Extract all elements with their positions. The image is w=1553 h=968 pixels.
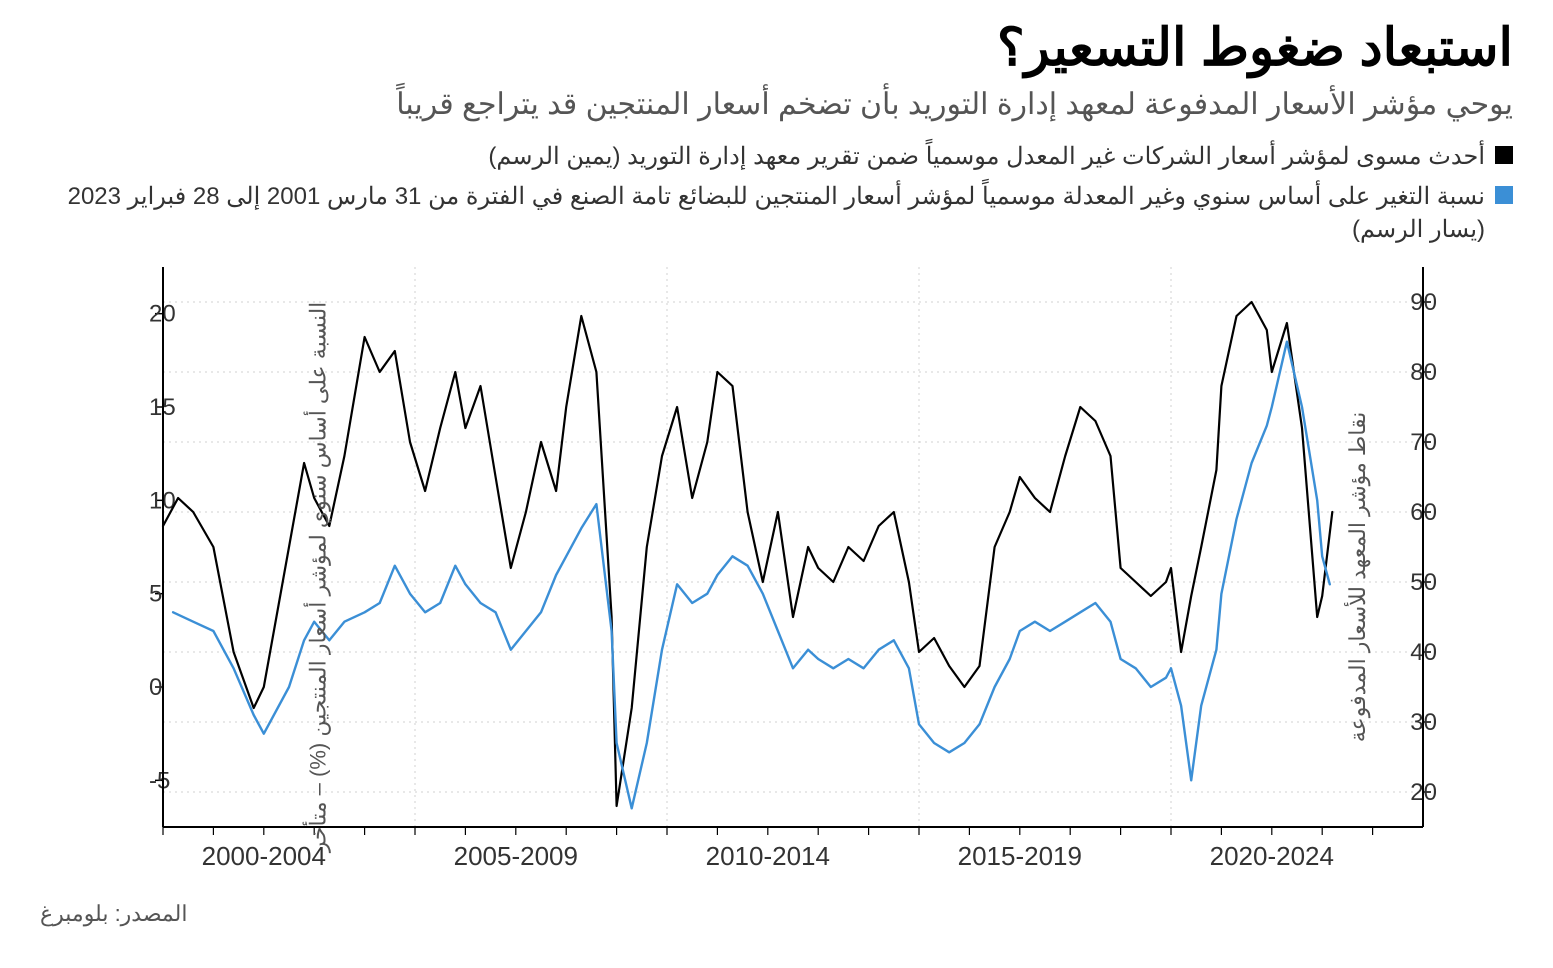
svg-text:2010-2014: 2010-2014 — [706, 841, 830, 871]
chart-title: استبعاد ضغوط التسعير؟ — [40, 20, 1513, 77]
svg-text:5: 5 — [149, 581, 162, 608]
svg-text:5-: 5- — [149, 767, 170, 794]
chart-subtitle: يوحي مؤشر الأسعار المدفوعة لمعهد إدارة ا… — [40, 85, 1513, 124]
svg-text:0: 0 — [149, 674, 162, 701]
legend-item-0: أحدث مسوى لمؤشر أسعار الشركات غير المعدل… — [40, 140, 1513, 174]
line-chart: 20304050607080905-051015202000-20042005-… — [73, 257, 1513, 897]
legend-text-0: أحدث مسوى لمؤشر أسعار الشركات غير المعدل… — [488, 140, 1485, 174]
legend-text-1: نسبة التغير على أساس سنوي وغير المعدلة م… — [40, 180, 1485, 247]
legend-item-1: نسبة التغير على أساس سنوي وغير المعدلة م… — [40, 180, 1513, 247]
y-axis-right-label: نقاط مؤشر المعهد للأسعار المدفوعة — [1345, 412, 1371, 742]
svg-text:2005-2009: 2005-2009 — [454, 841, 578, 871]
legend-swatch-1 — [1495, 186, 1513, 204]
chart-source: المصدر: بلومبرغ — [40, 901, 1513, 927]
chart-container: نقاط مؤشر المعهد للأسعار المدفوعة النسبة… — [73, 257, 1513, 897]
svg-text:2020-2024: 2020-2024 — [1210, 841, 1334, 871]
legend-swatch-0 — [1495, 146, 1513, 164]
svg-text:2015-2019: 2015-2019 — [958, 841, 1082, 871]
y-axis-left-label: النسبة على أساس سنوي لمؤشر أسعار المنتجي… — [305, 302, 331, 853]
